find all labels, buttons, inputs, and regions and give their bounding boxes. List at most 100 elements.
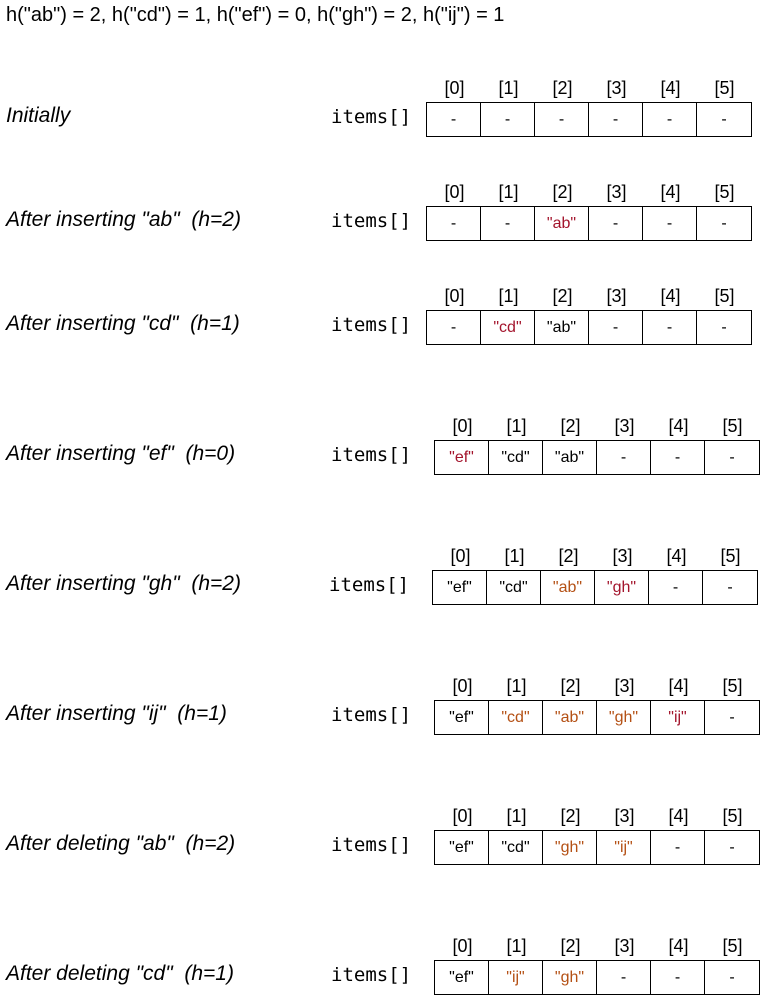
index-label: [5]	[720, 546, 741, 566]
step-label: Initially	[6, 104, 71, 127]
empty-slot: -	[427, 207, 481, 240]
array-slot: "gh"	[543, 961, 597, 994]
index-label: [5]	[714, 286, 735, 306]
index-label: [3]	[606, 286, 627, 306]
empty-slot: -	[427, 103, 481, 136]
empty-slot: -	[589, 103, 643, 136]
index-label: [4]	[668, 416, 689, 436]
items-array-label: items[]	[331, 106, 412, 128]
items-array: "ef" "cd" "gh" "ij" - -	[434, 830, 760, 865]
empty-slot: -	[721, 110, 727, 128]
empty-slot: -	[729, 838, 735, 856]
index-label: [0]	[452, 416, 473, 436]
array-slot: "gh"	[595, 571, 649, 604]
array-state-row: After deleting "ab" (h=2) items[] [0] [1] [2…	[0, 806, 760, 868]
items-array: ------	[426, 102, 752, 137]
empty-slot: -	[643, 311, 697, 344]
step-label: After inserting "ab" (h=2)	[6, 208, 241, 231]
index-label: [3]	[606, 78, 627, 98]
empty-slot: -	[643, 207, 697, 240]
index-label: [5]	[722, 416, 743, 436]
index-label: [1]	[506, 936, 527, 956]
items-array-label: items[]	[331, 964, 412, 986]
items-array-label: items[]	[331, 210, 412, 232]
index-label: [0]	[452, 936, 473, 956]
step-label: After deleting "cd" (h=1)	[6, 962, 234, 985]
empty-slot: -	[535, 103, 589, 136]
empty-slot: -	[597, 441, 651, 474]
index-label: [0]	[444, 182, 465, 202]
empty-slot: -	[643, 103, 697, 136]
index-label: [5]	[714, 78, 735, 98]
items-array-label: items[]	[331, 704, 412, 726]
array-slot: "cd"	[489, 831, 543, 864]
index-label: [0]	[444, 286, 465, 306]
array-slot: "ab"	[541, 571, 595, 604]
index-label: [2]	[560, 416, 581, 436]
index-label: [5]	[722, 806, 743, 826]
items-array: - - "ab" - - -	[426, 206, 752, 241]
empty-slot: -	[721, 318, 727, 336]
index-label: [3]	[614, 416, 635, 436]
empty-slot: -	[651, 831, 705, 864]
index-label: [1]	[498, 78, 519, 98]
array-state-row: After inserting "ij" (h=1) items[] [0] [1] […	[0, 676, 760, 738]
empty-slot: -	[481, 103, 535, 136]
array-slot: "cd"	[489, 701, 543, 734]
empty-slot: -	[729, 968, 735, 986]
array-slot: "ef"	[435, 831, 489, 864]
array-slot: "cd"	[489, 441, 543, 474]
index-label: [4]	[668, 676, 689, 696]
array-slot: "ab"	[543, 441, 597, 474]
array-slot: "cd"	[481, 311, 535, 344]
empty-slot: -	[649, 571, 703, 604]
index-label: [4]	[668, 806, 689, 826]
items-array: "ef" "cd" "ab" - - -	[434, 440, 760, 475]
step-label: After inserting "ef" (h=0)	[6, 442, 236, 465]
empty-slot: -	[727, 578, 733, 596]
empty-slot: -	[729, 448, 735, 466]
index-label: [5]	[722, 936, 743, 956]
array-slot: "cd"	[487, 571, 541, 604]
empty-slot: -	[721, 214, 727, 232]
step-label: After inserting "ij" (h=1)	[6, 702, 227, 725]
index-label: [1]	[498, 182, 519, 202]
hash-values-header: h("ab") = 2, h("cd") = 1, h("ef") = 0, h…	[6, 4, 505, 26]
array-slot: "ij"	[651, 701, 705, 734]
index-label: [4]	[660, 182, 681, 202]
index-label: [4]	[668, 936, 689, 956]
index-label: [0]	[452, 676, 473, 696]
index-label: [2]	[552, 78, 573, 98]
index-label: [1]	[506, 416, 527, 436]
array-slot: "ab"	[535, 311, 589, 344]
array-state-row: After inserting "ab" (h=2) items[] [0] [1] […	[0, 182, 760, 244]
array-slot: "ef"	[435, 701, 489, 734]
index-label: [0]	[452, 806, 473, 826]
empty-slot: -	[589, 207, 643, 240]
empty-slot: -	[481, 207, 535, 240]
step-label: After inserting "cd" (h=1)	[6, 312, 240, 335]
index-label: [1]	[506, 806, 527, 826]
empty-slot: -	[597, 961, 651, 994]
array-state-row: Initially items[] [0] [1] [2] [3] [4] [5] - - - - - -	[0, 78, 760, 140]
items-array-label: items[]	[331, 834, 412, 856]
array-slot: "ef"	[433, 571, 487, 604]
index-label: [3]	[614, 936, 635, 956]
index-label: [3]	[614, 806, 635, 826]
array-slot: "ij"	[489, 961, 543, 994]
array-slot: "gh"	[543, 831, 597, 864]
index-label: [2]	[552, 286, 573, 306]
array-slot: "ab"	[543, 701, 597, 734]
index-label: [4]	[660, 78, 681, 98]
index-label: [1]	[506, 676, 527, 696]
empty-slot: -	[729, 708, 735, 726]
array-slot: "ef"	[435, 961, 489, 994]
index-label: [3]	[606, 182, 627, 202]
items-array-label: items[]	[331, 314, 412, 336]
index-label: [0]	[450, 546, 471, 566]
empty-slot: -	[427, 311, 481, 344]
index-label: [1]	[504, 546, 525, 566]
items-array: "ef" "cd" "ab" "gh" - -	[432, 570, 758, 605]
index-label: [4]	[666, 546, 687, 566]
step-label: After inserting "gh" (h=2)	[6, 572, 241, 595]
